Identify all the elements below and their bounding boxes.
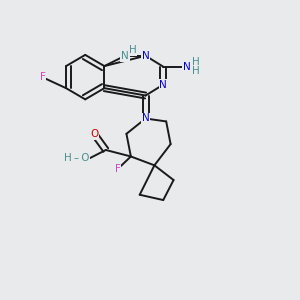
Text: N: N bbox=[142, 51, 149, 61]
Text: F: F bbox=[40, 72, 46, 82]
Text: N: N bbox=[142, 113, 149, 124]
Text: N: N bbox=[121, 51, 129, 61]
Text: F: F bbox=[115, 164, 121, 174]
Text: H: H bbox=[192, 66, 200, 76]
Text: H: H bbox=[129, 46, 136, 56]
Text: H: H bbox=[192, 57, 200, 67]
Text: N: N bbox=[159, 80, 167, 90]
Text: N: N bbox=[183, 62, 191, 72]
Text: O: O bbox=[90, 129, 98, 139]
Text: H – O: H – O bbox=[64, 153, 90, 163]
